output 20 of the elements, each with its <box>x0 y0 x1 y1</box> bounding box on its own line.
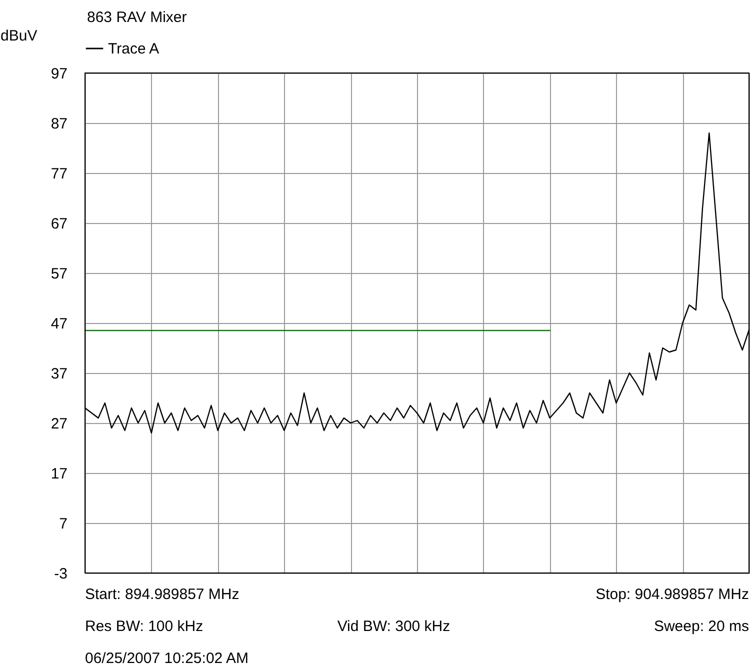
y-tick-label: 27 <box>50 416 68 432</box>
y-tick-label: -3 <box>54 566 68 582</box>
y-tick-label: 77 <box>50 166 68 182</box>
chart-title: 863 RAV Mixer <box>87 9 187 26</box>
y-tick-label: 97 <box>50 66 68 82</box>
y-tick-label: 57 <box>50 266 68 282</box>
y-tick-label: 37 <box>50 366 68 382</box>
text: Res BW: 100 kHz <box>85 618 204 635</box>
text: Vid BW: 300 kHz <box>337 618 450 635</box>
text: Start: 894.989857 MHz <box>85 586 240 603</box>
y-tick-label: 7 <box>59 516 68 532</box>
text: Stop: 904.989857 MHz <box>596 586 749 603</box>
text: 06/25/2007 10:25:02 AM <box>85 650 248 667</box>
y-tick-label: 17 <box>50 466 68 482</box>
y-tick-label: 67 <box>50 216 68 232</box>
y-axis-title: dBuV <box>0 28 38 44</box>
y-tick-label: 87 <box>50 116 68 132</box>
text: Sweep: 20 ms <box>654 618 749 635</box>
y-tick-label: 47 <box>50 316 68 332</box>
legend-label: Trace A <box>108 40 160 58</box>
